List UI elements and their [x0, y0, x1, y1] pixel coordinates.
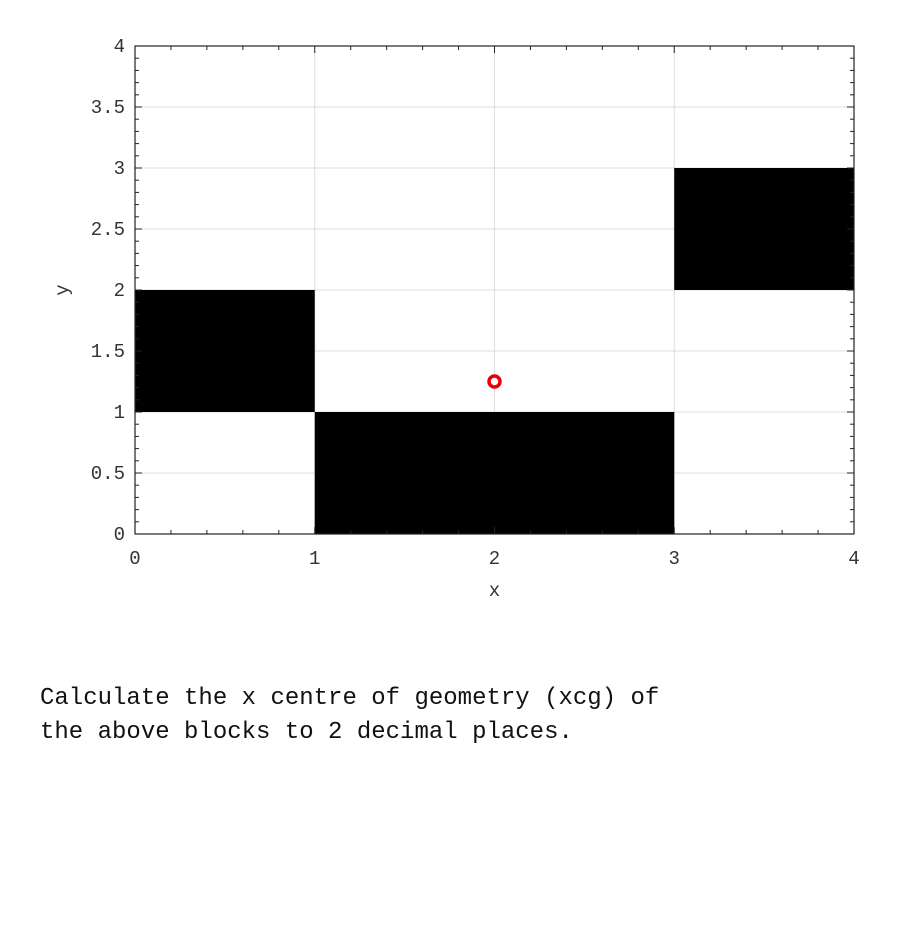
x-tick-label: 3 — [669, 548, 680, 570]
y-tick-label: 3 — [114, 158, 125, 180]
chart: 0 1 2 3 4 0 0.5 1 1.5 2 2.5 3 3.5 4 x y — [52, 36, 860, 602]
y-tick-label: 2 — [114, 280, 125, 302]
y-tick-label: 1 — [114, 402, 125, 424]
ticks — [134, 45, 855, 535]
x-axis-label: x — [489, 580, 500, 602]
y-tick-label: 4 — [114, 36, 125, 58]
x-tick-label: 1 — [309, 548, 320, 570]
block — [314, 412, 675, 534]
x-tick-label: 0 — [129, 548, 140, 570]
question-text: Calculate the x centre of geometry (xcg)… — [40, 685, 660, 746]
y-tick-label: 2.5 — [91, 219, 125, 241]
tick-labels: 0 1 2 3 4 0 0.5 1 1.5 2 2.5 3 3.5 4 — [91, 36, 860, 570]
y-tick-label: 3.5 — [91, 97, 125, 119]
y-tick-label: 0 — [114, 524, 125, 546]
blocks — [135, 168, 854, 534]
block — [135, 290, 315, 412]
x-tick-label: 4 — [848, 548, 859, 570]
data-point — [487, 374, 502, 389]
x-tick-label: 2 — [489, 548, 500, 570]
y-tick-label: 1.5 — [91, 341, 125, 363]
block — [674, 168, 854, 290]
plot-frame — [134, 45, 855, 535]
points — [487, 374, 502, 389]
y-axis-label: y — [52, 284, 74, 295]
y-tick-label: 0.5 — [91, 463, 125, 485]
